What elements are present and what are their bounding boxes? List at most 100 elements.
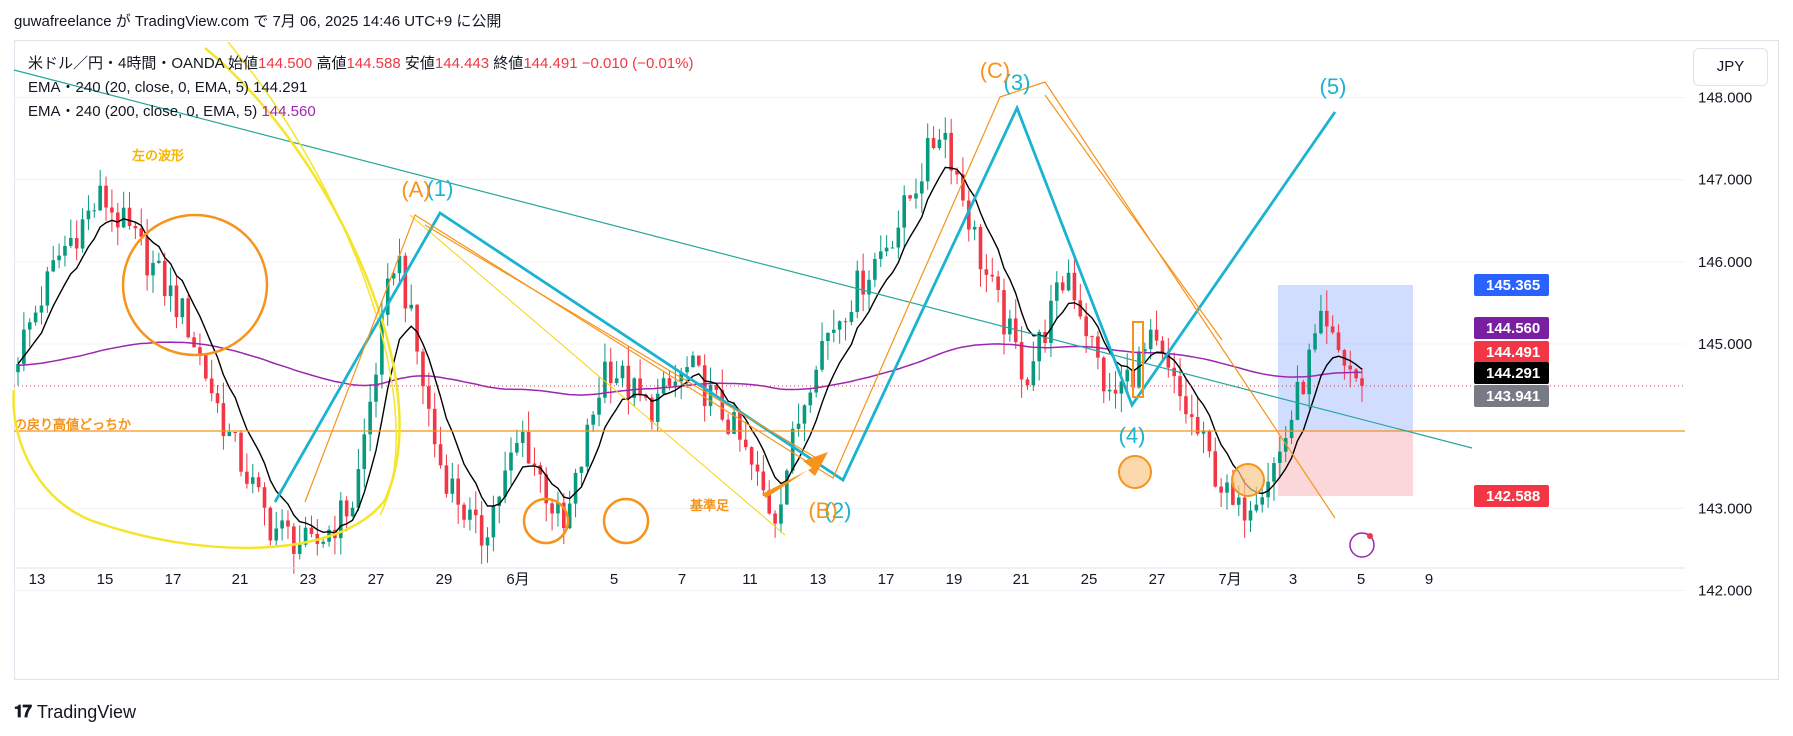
candle-up [831, 329, 836, 333]
candle-up [691, 355, 695, 368]
low-value: 144.443 [434, 55, 490, 72]
candle-down [473, 509, 478, 516]
candle-up [802, 405, 807, 424]
candle-down [1207, 431, 1212, 452]
candle-down [292, 526, 296, 554]
candle-up [896, 227, 901, 248]
x-tick-label: 9 [1425, 571, 1433, 588]
candle-down [1019, 342, 1024, 380]
ema200-row[interactable]: EMA・240 (200, close, 0, EMA, 5) 144.560 [28, 100, 693, 124]
candle-up [873, 258, 877, 280]
candle-up [515, 442, 519, 453]
candle-up [884, 247, 889, 252]
candle-down [462, 504, 466, 520]
y-tick-label: 147.000 [1698, 172, 1752, 189]
candle-up [51, 260, 56, 272]
candle-up [1272, 463, 1276, 482]
candle-up [491, 506, 496, 538]
candle-up [362, 434, 367, 470]
x-tick-label: 23 [300, 571, 317, 588]
candle-up [1307, 349, 1311, 395]
candle-up [303, 527, 308, 545]
price-tag [1474, 362, 1549, 384]
candle-down [697, 355, 701, 366]
x-tick-label: 5 [610, 571, 618, 588]
candle-up [1289, 419, 1294, 439]
candle-down [720, 389, 725, 420]
tradingview-logo-icon[interactable]: 𝟏𝟕 [14, 702, 32, 721]
candle-up [790, 428, 795, 471]
candle-down [1354, 369, 1358, 379]
candle-down [444, 465, 449, 494]
x-tick-label: 13 [810, 571, 827, 588]
candle-down [1242, 497, 1247, 521]
candle-up [620, 365, 625, 379]
candle-up [579, 466, 584, 473]
candle-down [773, 513, 777, 524]
price-tag-label: 145.365 [1486, 277, 1540, 294]
candle-up [39, 305, 44, 313]
candle-down [239, 432, 243, 472]
candle-up [86, 210, 91, 220]
candle-up [849, 312, 854, 323]
ema20-row[interactable]: EMA・240 (20, close, 0, EMA, 5) 144.291 [28, 76, 693, 100]
orange-filled-circle [1118, 455, 1152, 489]
candle-up [972, 226, 977, 230]
candle-up [591, 414, 595, 425]
low-label: 安値 [404, 55, 435, 72]
chart-legend: 米ドル／円・4時間・OANDA 始値144.500 高値144.588 安値14… [28, 52, 693, 124]
candle-up [556, 502, 560, 514]
candle-down [1231, 482, 1235, 505]
candle-up [890, 247, 895, 249]
high-label: 高値 [316, 55, 347, 72]
candle-down [1324, 310, 1329, 327]
candle-up [826, 332, 830, 342]
open-value: 144.500 [258, 55, 313, 72]
symbol-label[interactable]: 米ドル／円・4時間・OANDA [28, 55, 224, 72]
candle-up [1248, 510, 1253, 521]
candle-down [667, 378, 672, 386]
x-tick-label: 17 [165, 571, 182, 588]
candle-up [497, 496, 502, 507]
candle-down [908, 195, 912, 199]
candle-up [1225, 482, 1229, 493]
orange-filled-circle [1231, 463, 1265, 497]
candle-down [861, 270, 865, 295]
wave-label-cyan: (2) [825, 498, 852, 523]
wave-label-orange: (C) [980, 58, 1011, 83]
currency-button[interactable]: JPY [1693, 48, 1768, 86]
candle-down [262, 487, 267, 508]
candle-down [1184, 396, 1188, 415]
candle-down [1160, 340, 1165, 354]
candle-down [761, 471, 766, 491]
footer-brand[interactable]: TradingView [36, 702, 136, 722]
notification-dot-icon [1367, 533, 1373, 539]
candle-down [344, 500, 349, 517]
candle-up [69, 237, 73, 246]
candle-down [749, 447, 754, 465]
candle-down [1178, 376, 1182, 397]
publisher-line: guwafreelance が TradingView.com で 7月 06,… [14, 13, 502, 30]
orange-arrow-icon [762, 452, 828, 498]
candle-down [996, 276, 1000, 291]
candle-down [550, 503, 554, 514]
x-tick-label: 27 [1149, 571, 1166, 588]
x-tick-label: 3 [1289, 571, 1297, 588]
candle-down [1154, 329, 1159, 341]
candle-down [532, 463, 537, 466]
candle-up [45, 271, 50, 306]
ema200-label: EMA・240 (200, close, 0, EMA, 5) [28, 103, 258, 120]
candle-down [1195, 416, 1200, 434]
candle-down [1060, 282, 1065, 291]
candle-down [233, 431, 237, 433]
candle-down [931, 138, 936, 149]
candle-down [1101, 357, 1106, 392]
x-tick-label: 27 [368, 571, 385, 588]
candle-up [33, 312, 38, 323]
candle-down [1336, 332, 1341, 351]
candle-down [209, 378, 214, 394]
candle-down [1348, 365, 1353, 370]
trend-line [13, 69, 1473, 449]
candle-up [250, 477, 255, 484]
